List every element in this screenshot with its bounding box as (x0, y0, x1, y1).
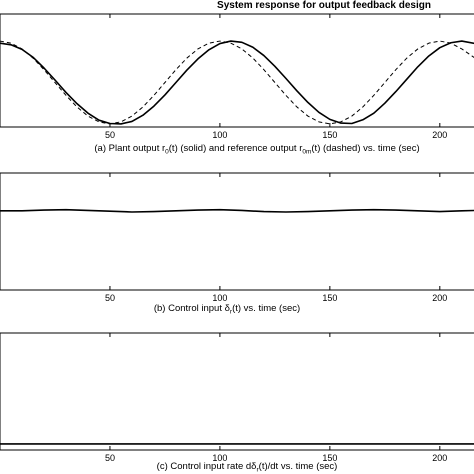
panel-a: 50 100 150 200 (a) Plant output r0(t) (soli… (0, 13, 474, 156)
panel-b-x-tick-label: 200 (432, 293, 447, 303)
panel-a-x-ticks: 50 100 150 200 (105, 14, 447, 140)
panel-a-caption-subscript: 0m (302, 149, 311, 156)
panel-c-caption-subscript: r (256, 467, 259, 474)
panel-a-series (0, 40, 474, 125)
panel-c-x-tick-label: 50 (105, 453, 115, 463)
panel-b-series-line-solid (0, 208, 474, 213)
panel-a-caption-part: (t) (solid) and reference output r (169, 143, 303, 154)
figure-title: System response for output feedback desi… (217, 0, 431, 11)
panel-a-caption-part: (a) Plant output r (94, 143, 165, 154)
panel-c: 50 100 150 200 (c) Control input rate dδr(t… (0, 332, 474, 474)
panel-b-caption-subscript: r (230, 309, 233, 316)
panel-a-caption: (a) Plant output r0(t) (solid) and refer… (94, 143, 419, 156)
panel-b-x-tick-label: 100 (212, 293, 227, 303)
panel-a-caption-subscript: 0 (165, 149, 169, 156)
panel-a-caption-part: (t) (dashed) vs. time (sec) (311, 143, 419, 154)
panel-b-caption-part: (b) Control input δ (154, 303, 230, 314)
panel-b-caption: (b) Control input δr(t) vs. time (sec) (154, 303, 300, 316)
panel-c-x-ticks: 50 100 150 200 (105, 333, 447, 463)
panel-a-x-tick-label: 100 (212, 130, 227, 140)
panel-b-series (0, 208, 474, 213)
panel-b-x-tick-label: 50 (105, 293, 115, 303)
panel-c-x-tick-label: 200 (432, 453, 447, 463)
panel-a-axes-box (0, 13, 474, 128)
panel-c-axes-box (0, 332, 474, 451)
panel-a-x-tick-label: 150 (322, 130, 337, 140)
panel-c-caption-part: (c) Control input rate dδ (157, 461, 257, 472)
panel-a-series-line-solid (0, 40, 474, 125)
panel-c-x-tick-label: 150 (322, 453, 337, 463)
panel-b-x-ticks: 50 100 150 200 (105, 173, 447, 303)
panel-b-x-tick-label: 150 (322, 293, 337, 303)
panel-c-x-tick-label: 100 (212, 453, 227, 463)
panel-b-axes-box (0, 172, 474, 291)
panel-c-caption: (c) Control input rate dδr(t)/dt vs. tim… (157, 461, 338, 474)
panel-b-caption-part: (t) vs. time (sec) (232, 303, 300, 314)
panel-a-x-tick-label: 200 (432, 130, 447, 140)
panel-c-caption-part: (t)/dt vs. time (sec) (259, 461, 338, 472)
panel-a-series-line-dashed (0, 40, 474, 125)
panel-b: 50 100 150 200 (b) Control input δr(t) vs. … (0, 172, 474, 316)
panel-a-x-tick-label: 50 (105, 130, 115, 140)
